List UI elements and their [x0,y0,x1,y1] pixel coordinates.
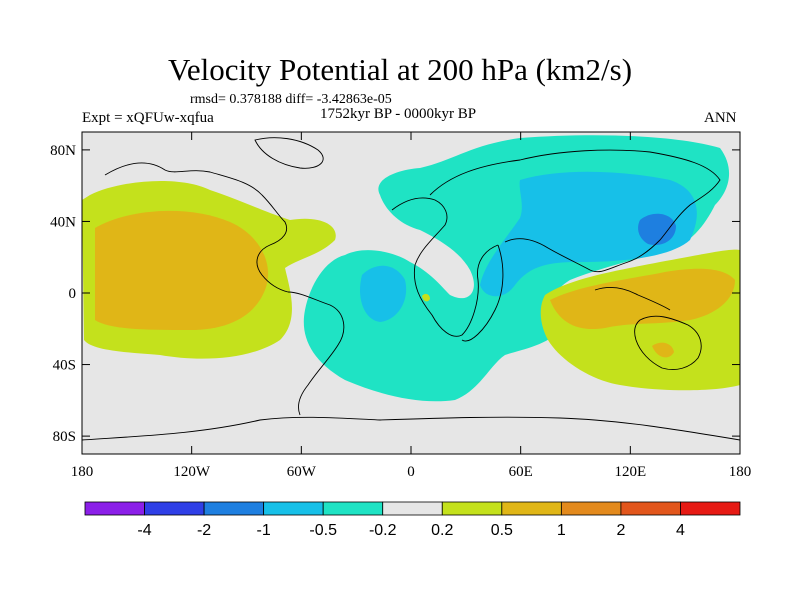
coast-africa-west [391,197,499,337]
colorbar-label: -4 [137,522,151,539]
colorbar-swatch [203,501,265,516]
colorbar-label: 4 [676,522,685,539]
colorbar-swatch [441,501,503,516]
colorbar-label: 0.5 [491,522,513,539]
lon-tick-label: 120E [614,464,646,480]
coast-eurasia [429,149,721,273]
lat-tick-label: 40S [53,358,76,374]
colorbar-swatch [501,501,562,516]
map-axes: 180 120W 60W 0 60E 120E 180 80N 40N 0 40S 80S [50,132,751,480]
lon-tick-label: 60W [287,464,317,480]
colorbar-label: -1 [257,522,271,539]
period-label: 1752kyr BP - 0000kyr BP [320,106,477,122]
stats-line: rmsd= 0.378188 diff= -3.42863e-05 [190,92,392,107]
lon-tick-label: 180 [71,464,94,480]
colorbar-swatch [322,501,384,516]
season-label: ANN [704,110,737,126]
positive-core-australia [652,342,674,358]
lon-tick-label: 0 [407,464,415,480]
positive-core-pacific [95,210,269,330]
colorbar-swatch [84,501,145,516]
lat-tick-label: 80S [53,429,76,445]
coast-north-america [104,162,289,293]
positive-spot-gulf [422,293,430,302]
plot-title: Velocity Potential at 200 hPa (km2/s) [167,52,633,87]
lat-tick-label: 0 [69,286,77,302]
colorbar-label: -0.2 [369,522,397,539]
lat-tick-label: 40N [50,214,76,230]
lon-tick-label: 120W [173,464,211,480]
lon-tick-label: 60E [509,464,533,480]
coast-south-america [287,291,345,416]
lat-tick-label: 80N [50,143,76,159]
negative-core-japan [638,213,676,246]
lon-tick-label: 180 [729,464,752,480]
negative-core-atlantic [360,265,407,322]
colorbar-swatch [144,501,205,516]
colorbar-swatch [620,501,681,516]
colorbar: -4 -2 -1 -0.5 -0.2 0.2 0.5 1 2 4 [84,501,741,539]
colorbar-label: -0.5 [309,522,337,539]
coast-africa-east [461,244,504,342]
coast-indonesia [594,287,671,311]
positive-core-maritime [550,268,735,330]
coastlines [82,137,740,441]
colorbar-swatch [382,501,443,516]
velocity-potential-field [82,132,740,454]
coast-greenland [254,137,324,169]
colorbar-label: 0.2 [431,522,453,539]
colorbar-swatch [263,501,324,516]
colorbar-label: -2 [197,522,211,539]
coast-antarctica [82,416,740,441]
colorbar-label: 2 [616,522,625,539]
experiment-label: Expt = xQFUw-xqfua [82,110,214,126]
colorbar-label: 1 [557,522,566,539]
negative-core-asia [480,171,697,297]
coast-australia [634,315,702,370]
colorbar-swatch [680,501,741,516]
colorbar-swatch [560,501,622,516]
